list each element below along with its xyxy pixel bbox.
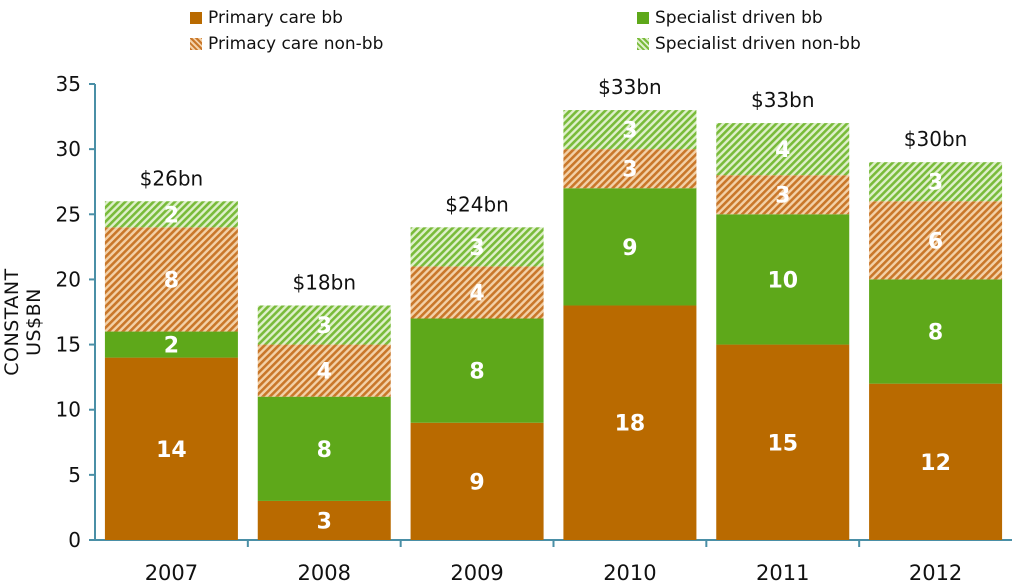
legend-swatch-primacy-care-non-bb xyxy=(190,38,202,50)
bar-segment xyxy=(869,201,1003,280)
legend-label: Specialist driven non-bb xyxy=(655,34,861,54)
bar-segment xyxy=(257,396,391,501)
total-label: $30bn xyxy=(904,127,968,151)
data-label: 15 xyxy=(767,431,798,456)
bar-segment xyxy=(104,331,238,358)
data-label: 2 xyxy=(164,203,179,228)
bar-segment xyxy=(563,110,697,150)
y-tick-label: 35 xyxy=(56,72,81,96)
y-tick-label: 5 xyxy=(68,463,81,487)
y-tick-label: 15 xyxy=(56,333,81,357)
data-label: 3 xyxy=(928,171,943,196)
data-label: 3 xyxy=(317,509,332,534)
total-label: $24bn xyxy=(445,192,509,216)
legend-label: Primary care bb xyxy=(208,8,343,28)
bar-segment xyxy=(257,500,391,540)
x-tick-label: 2011 xyxy=(756,561,809,585)
legend-swatch-primary-care-bb xyxy=(190,12,202,24)
x-tick-label: 2010 xyxy=(603,561,656,585)
data-label: 8 xyxy=(317,438,332,463)
data-label: 4 xyxy=(317,360,332,385)
data-label: 4 xyxy=(775,138,790,163)
bar-segment xyxy=(563,188,697,306)
total-label: $18bn xyxy=(292,270,356,294)
x-tick-label: 2009 xyxy=(450,561,503,585)
x-tick-label: 2012 xyxy=(909,561,962,585)
y-tick-label: 30 xyxy=(56,137,81,161)
legend-label: Primacy care non-bb xyxy=(208,34,384,54)
bar-segment xyxy=(563,149,697,189)
y-axis-label: CONSTANT US$BN xyxy=(1,268,45,376)
data-label: 3 xyxy=(775,184,790,209)
total-label: $33bn xyxy=(751,88,815,112)
legend-swatch-specialist-driven-bb xyxy=(637,12,649,24)
data-label: 8 xyxy=(164,268,179,293)
bar-segment xyxy=(104,201,238,228)
bar-segment xyxy=(104,357,238,540)
bar-segment xyxy=(869,279,1003,384)
legend-item-primacy-care-non-bb: Primacy care non-bb xyxy=(190,34,383,54)
total-label: $33bn xyxy=(598,75,662,99)
legend-item-specialist-driven-bb: Specialist driven bb xyxy=(637,8,823,28)
x-tick-label: 2007 xyxy=(145,561,198,585)
data-label: 9 xyxy=(469,470,484,495)
data-label: 9 xyxy=(622,236,637,261)
bar-segment xyxy=(410,227,544,267)
bar-segment xyxy=(563,305,697,540)
data-label: 12 xyxy=(920,451,951,476)
y-tick-label: 10 xyxy=(56,398,81,422)
bar-segment xyxy=(716,344,850,540)
data-label: 8 xyxy=(928,321,943,346)
y-tick-label: 25 xyxy=(56,202,81,226)
data-label: 4 xyxy=(469,281,484,306)
legend-item-primary-care-bb: Primary care bb xyxy=(190,8,343,28)
bar-segment xyxy=(716,123,850,176)
data-label: 10 xyxy=(767,268,798,293)
legend-item-specialist-driven-non-bb: Specialist driven non-bb xyxy=(637,34,861,54)
x-tick-label: 2008 xyxy=(298,561,351,585)
legend-label: Specialist driven bb xyxy=(655,8,823,28)
data-label: 3 xyxy=(469,236,484,261)
bar-segment xyxy=(257,305,391,345)
total-label: $26bn xyxy=(140,166,204,190)
bar-segment xyxy=(869,383,1003,540)
y-tick-label: 0 xyxy=(68,528,81,552)
data-label: 3 xyxy=(622,158,637,183)
data-label: 8 xyxy=(469,360,484,385)
data-label: 3 xyxy=(317,314,332,339)
y-tick-label: 20 xyxy=(56,267,81,291)
data-label: 6 xyxy=(928,229,943,254)
bar-segment xyxy=(716,175,850,215)
bar-segment xyxy=(410,422,544,540)
legend-swatch-specialist-driven-non-bb xyxy=(637,38,649,50)
data-label: 18 xyxy=(615,412,646,437)
bar-segment xyxy=(716,214,850,345)
data-label: 3 xyxy=(622,119,637,144)
bar-segment xyxy=(410,318,544,423)
bar-segment xyxy=(104,227,238,332)
bar-segment xyxy=(257,344,391,397)
data-label: 14 xyxy=(156,438,187,463)
data-label: 2 xyxy=(164,334,179,359)
bar-segment xyxy=(869,162,1003,202)
bar-segment xyxy=(410,266,544,319)
